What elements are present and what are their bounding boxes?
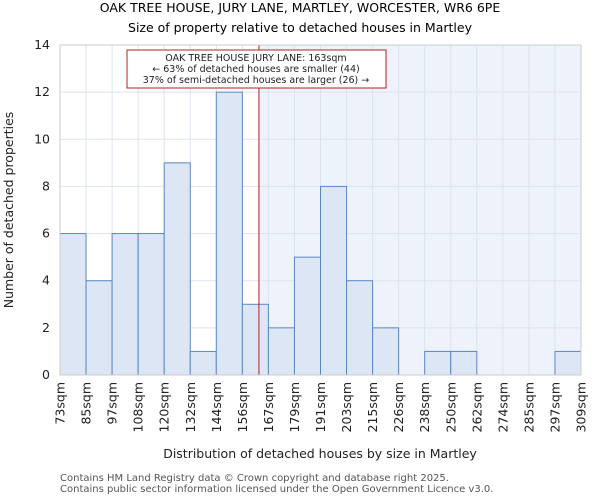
- x-tick-label: 120sqm: [157, 382, 172, 432]
- annotation-line-1: OAK TREE HOUSE JURY LANE: 163sqm: [165, 53, 346, 64]
- y-tick-label: 6: [42, 226, 50, 241]
- y-tick-label: 2: [42, 320, 50, 335]
- x-tick-label: 156sqm: [235, 382, 250, 432]
- y-tick-label: 14: [34, 37, 50, 52]
- bar-250sqm: [450, 350, 478, 376]
- bar-132sqm: [189, 350, 217, 376]
- y-tick-label: 10: [34, 131, 50, 146]
- x-tick-label: 85sqm: [79, 382, 94, 425]
- x-tick-label: 167sqm: [261, 382, 276, 432]
- bar-215sqm: [372, 327, 400, 376]
- bar-85sqm: [85, 280, 113, 376]
- x-tick-label: 144sqm: [209, 382, 224, 432]
- x-tick-label: 262sqm: [469, 382, 484, 432]
- x-tick-label: 203sqm: [339, 382, 354, 432]
- x-tick-label: 285sqm: [521, 382, 536, 432]
- footer-licence: Contains public sector information licen…: [60, 484, 494, 495]
- y-tick-label: 8: [42, 178, 50, 193]
- x-tick-label: 97sqm: [105, 382, 120, 425]
- bar-179sqm: [293, 256, 322, 376]
- x-tick-label: 191sqm: [313, 382, 328, 432]
- x-tick-label: 250sqm: [443, 382, 458, 432]
- bar-156sqm: [241, 303, 269, 376]
- plot-frame: [59, 44, 582, 376]
- bar-73sqm: [59, 233, 87, 376]
- bar-203sqm: [346, 280, 374, 376]
- x-tick-label: 274sqm: [495, 382, 510, 432]
- y-tick-label: 4: [42, 273, 50, 288]
- bar-191sqm: [320, 185, 348, 376]
- annotation-box: OAK TREE HOUSE JURY LANE: 163sqm ← 63% o…: [126, 49, 387, 89]
- x-tick-label: 226sqm: [391, 382, 406, 432]
- bar-97sqm: [111, 233, 139, 376]
- chart-subtitle: Size of property relative to detached ho…: [128, 20, 473, 35]
- y-axis-label: Number of detached properties: [1, 112, 16, 309]
- x-tick-label: 132sqm: [183, 382, 198, 432]
- chart-title: OAK TREE HOUSE, JURY LANE, MARTLEY, WORC…: [100, 0, 501, 15]
- x-tick-label: 215sqm: [365, 382, 380, 432]
- x-axis-label: Distribution of detached houses by size …: [163, 446, 477, 461]
- annotation-line-3: 37% of semi-detached houses are larger (…: [143, 75, 370, 86]
- x-tick-label: 238sqm: [417, 382, 432, 432]
- x-tick-label: 297sqm: [547, 382, 562, 432]
- annotation-line-2: ← 63% of detached houses are smaller (44…: [152, 64, 359, 75]
- y-tick-label: 12: [34, 84, 50, 99]
- bar-144sqm: [215, 91, 243, 376]
- bar-238sqm: [424, 350, 452, 376]
- bar-120sqm: [163, 162, 191, 376]
- x-tick-label: 108sqm: [131, 382, 146, 432]
- bar-167sqm: [267, 327, 295, 376]
- y-tick-label: 0: [42, 367, 50, 382]
- bar-297sqm: [554, 350, 582, 376]
- footer-copyright: Contains HM Land Registry data © Crown c…: [60, 473, 449, 484]
- bar-108sqm: [137, 233, 165, 376]
- x-tick-label: 309sqm: [574, 382, 589, 432]
- x-tick-label: 179sqm: [287, 382, 302, 432]
- x-tick-label: 73sqm: [53, 382, 68, 425]
